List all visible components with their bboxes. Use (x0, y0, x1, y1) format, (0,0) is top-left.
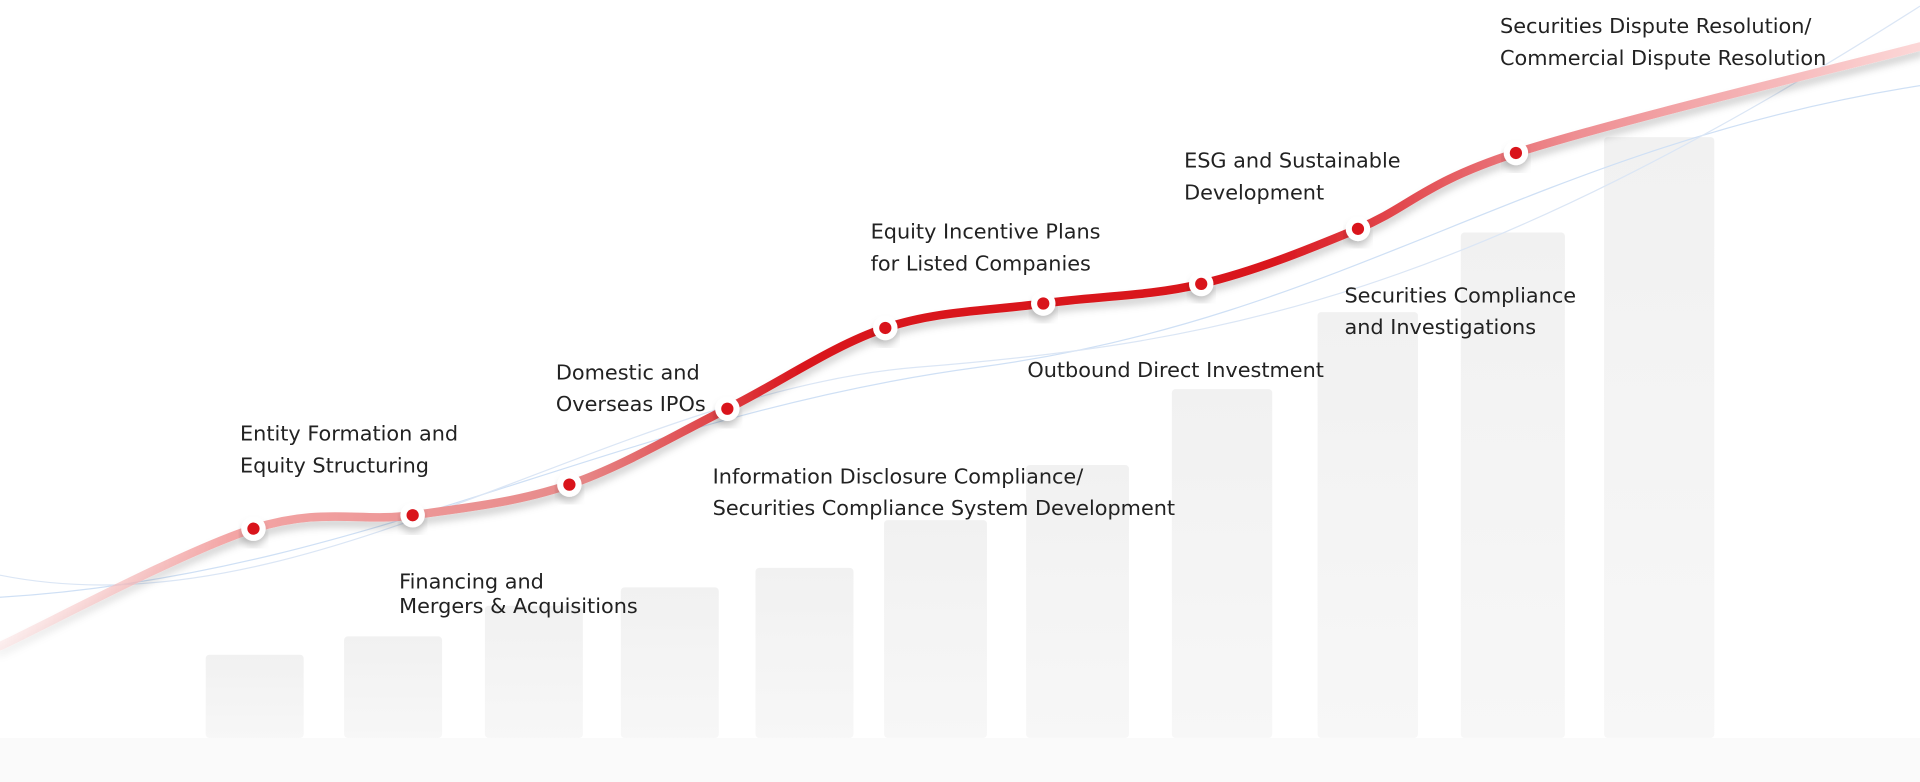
label-line: Overseas IPOs (556, 392, 706, 416)
milestone-dot-core (1195, 277, 1208, 291)
label-line: Information Disclosure Compliance/ (713, 464, 1084, 488)
decor-bar (205, 654, 304, 738)
milestone-label: Financing and Mergers & Acquisitions (399, 570, 638, 618)
label-line: Securities Compliance System Development (713, 496, 1175, 520)
label-line: Mergers & Acquisitions (399, 594, 638, 618)
milestone-label: ESG and Sustainable Development (1184, 149, 1400, 205)
milestone-dot-core (1351, 222, 1365, 235)
label-line: Securities Compliance (1344, 283, 1576, 307)
label-line: for Listed Companies (871, 251, 1091, 275)
label-line: Equity Incentive Plans (871, 220, 1101, 244)
label-line: Commercial Dispute Resolution (1500, 46, 1826, 70)
label-line: Securities Dispute Resolution/ (1500, 14, 1811, 38)
decor-bar (484, 605, 583, 738)
milestone-label: Entity Formation and Equity Structuring (240, 422, 458, 478)
decor-bar (1460, 232, 1565, 738)
milestone-label: Equity Incentive Plans for Listed Compani… (871, 220, 1101, 276)
milestone-label: Domestic and Overseas IPOs (556, 360, 706, 416)
milestone-dot-core (563, 478, 576, 491)
decor-bar (620, 587, 719, 738)
decor-bar (344, 636, 443, 738)
milestone-dot-core (721, 402, 734, 415)
milestone-label: Securities Compliance and Investigations (1344, 283, 1576, 339)
decor-bar (1026, 465, 1129, 738)
milestone-label: Outbound Direct Investment (1027, 358, 1324, 382)
decor-bar (1317, 312, 1418, 738)
label-line: and Investigations (1344, 315, 1536, 339)
milestone-dot-core (879, 321, 892, 335)
label-line: Entity Formation and (240, 422, 458, 446)
decor-bar (755, 567, 854, 738)
curve (0, 42, 1920, 651)
label-line: Domestic and (556, 360, 700, 384)
decor-bar (1604, 137, 1715, 738)
milestone-dot-core (406, 509, 419, 522)
milestone-dot-core (1509, 146, 1523, 160)
decor-curve (0, 85, 1920, 598)
label-line: ESG and Sustainable (1184, 149, 1400, 173)
decor-bar (884, 520, 987, 738)
label-line: Outbound Direct Investment (1027, 358, 1324, 382)
labels: Entity Formation and Equity Structuring Fi… (240, 14, 1826, 618)
label-line: Development (1184, 180, 1324, 204)
label-line: Financing and (399, 570, 544, 594)
milestone-label: Securities Dispute Resolution/Commercial… (1500, 14, 1826, 70)
milestone-label: Information Disclosure Compliance/Securi… (713, 464, 1175, 520)
label-line: Equity Structuring (240, 453, 429, 477)
decor-bar (1171, 389, 1273, 738)
milestone-dot-core (247, 522, 260, 535)
floor (0, 737, 1920, 782)
decor-curve (0, 5, 1920, 586)
milestone-dot-core (1037, 297, 1050, 310)
decor-bars (0, 137, 1920, 782)
